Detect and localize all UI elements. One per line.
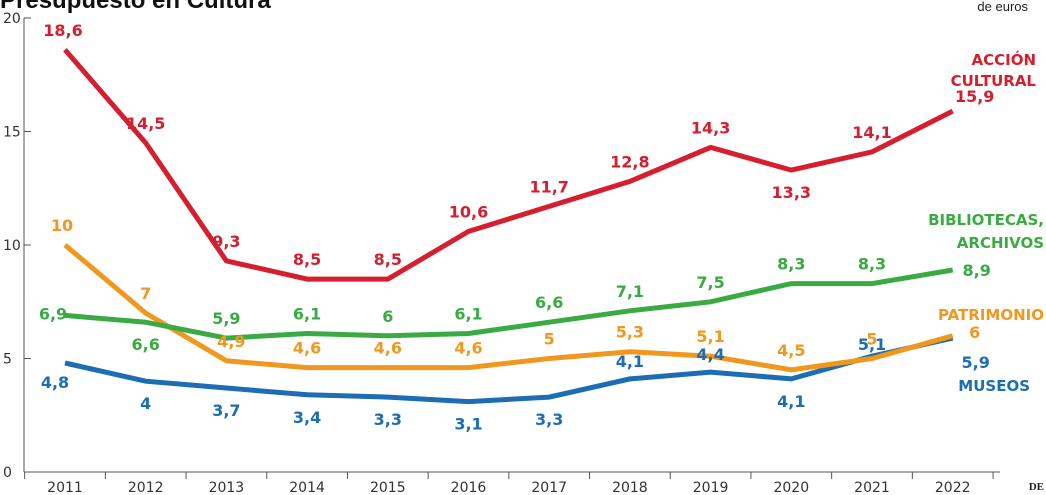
data-label-accion: 18,6 [43, 21, 82, 40]
data-label-patrimonio: 4,6 [293, 339, 321, 358]
x-tick-label: 2011 [47, 480, 83, 495]
data-label-bibliotecas: 6 [382, 307, 393, 326]
data-label-museos: 3,3 [374, 410, 402, 429]
chart-title: Presupuesto en Cultura [0, 0, 271, 14]
data-label-bibliotecas: 6,6 [535, 293, 563, 312]
data-label-museos: 4,1 [616, 352, 644, 371]
data-label-museos: 3,1 [454, 415, 482, 434]
data-label-accion: 13,3 [772, 183, 811, 202]
data-label-accion: 12,8 [610, 152, 649, 171]
data-label-patrimonio: 4,9 [217, 332, 245, 351]
data-label-bibliotecas: 5,9 [212, 309, 240, 328]
data-label-museos: 5,9 [962, 353, 990, 372]
data-label-museos: 3,4 [293, 408, 321, 427]
data-label-patrimonio: 4,6 [374, 339, 402, 358]
data-label-museos: 3,3 [535, 410, 563, 429]
data-label-bibliotecas: 6,9 [39, 304, 67, 323]
data-label-patrimonio: 5 [866, 330, 877, 349]
x-tick-label: 2022 [935, 480, 971, 495]
data-label-accion: 14,5 [126, 114, 165, 133]
data-label-museos: 4 [140, 394, 151, 413]
data-label-patrimonio: 10 [51, 216, 73, 235]
data-label-patrimonio: 5,3 [616, 323, 644, 342]
series-name-accion: ACCIÓN [971, 50, 1036, 69]
x-tick-label: 2018 [612, 480, 648, 495]
data-label-patrimonio: 5 [544, 330, 555, 349]
x-tick-label: 2020 [773, 480, 809, 495]
x-tick-label: 2016 [451, 480, 487, 495]
data-label-bibliotecas: 7,1 [616, 282, 644, 301]
x-tick-label: 2017 [531, 480, 567, 495]
data-label-accion: 10,6 [449, 202, 488, 221]
x-tick-label: 2013 [209, 480, 245, 495]
x-tick-label: 2014 [289, 480, 325, 495]
data-label-accion: 11,7 [529, 177, 568, 196]
data-label-bibliotecas: 6,1 [454, 305, 482, 324]
y-tick-label: 10 [3, 238, 21, 254]
y-tick-label: 0 [3, 465, 12, 481]
x-tick-label: 2015 [370, 480, 406, 495]
series-name-museos: MUSEOS [958, 377, 1030, 395]
data-label-bibliotecas: 6,1 [293, 305, 321, 324]
data-label-patrimonio: 6 [969, 323, 980, 342]
data-label-bibliotecas: 6,6 [132, 335, 160, 354]
y-tick-label: 20 [3, 11, 21, 27]
data-label-museos: 4,1 [777, 392, 805, 411]
data-label-bibliotecas: 7,5 [696, 273, 724, 292]
data-label-museos: 4,4 [696, 345, 724, 364]
source-credit: DE [1028, 481, 1044, 493]
series-line-patrimonio [63, 243, 954, 373]
data-label-accion: 8,5 [293, 250, 321, 269]
data-label-bibliotecas: 8,3 [777, 255, 805, 274]
data-label-museos: 3,7 [212, 401, 240, 420]
data-label-patrimonio: 4,6 [454, 339, 482, 358]
data-label-bibliotecas: 8,9 [963, 261, 991, 280]
series-name-bibliotecas: BIBLIOTECAS, [928, 211, 1044, 229]
y-tick-label: 5 [3, 352, 12, 368]
x-tick-label: 2019 [693, 480, 729, 495]
data-label-patrimonio: 4,5 [777, 341, 805, 360]
series-line-museos [64, 335, 954, 405]
data-label-patrimonio: 7 [140, 284, 151, 303]
data-label-accion: 9,3 [212, 232, 240, 251]
data-label-museos: 5,1 [858, 335, 886, 354]
data-label-accion: 14,1 [852, 123, 891, 142]
x-tick-label: 2012 [128, 480, 164, 495]
data-label-accion: 8,5 [374, 250, 402, 269]
data-label-bibliotecas: 8,3 [858, 255, 886, 274]
series-name-accion: CULTURAL [951, 72, 1037, 90]
data-label-accion: 15,9 [955, 87, 994, 106]
unit-label: de euros [977, 0, 1028, 14]
data-label-museos: 4,8 [41, 373, 69, 392]
series-name-bibliotecas: ARCHIVOS [957, 234, 1044, 252]
x-tick-label: 2021 [854, 480, 890, 495]
y-tick-label: 15 [3, 125, 21, 141]
series-line-bibliotecas [64, 267, 954, 341]
data-label-patrimonio: 5,1 [696, 327, 724, 346]
series-line-accion [63, 48, 954, 282]
data-label-accion: 14,3 [691, 118, 730, 137]
series-name-patrimonio: PATRIMONIO [938, 306, 1044, 324]
